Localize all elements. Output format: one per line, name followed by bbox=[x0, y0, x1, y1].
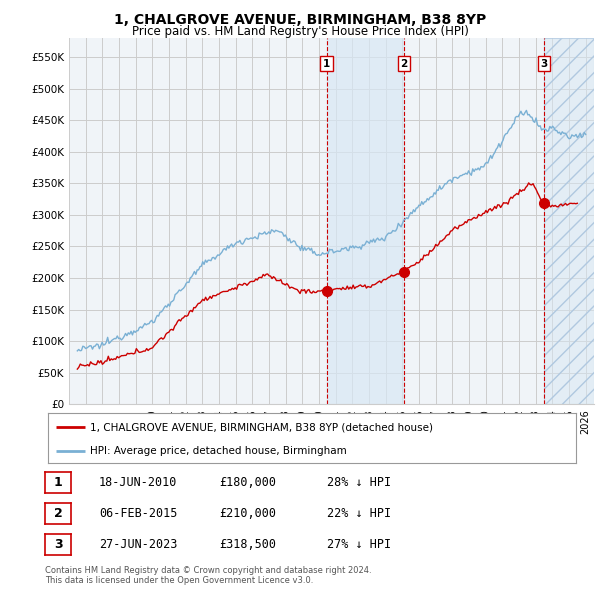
Text: 2: 2 bbox=[400, 58, 407, 68]
Text: 27% ↓ HPI: 27% ↓ HPI bbox=[327, 538, 391, 551]
Text: 18-JUN-2010: 18-JUN-2010 bbox=[99, 476, 178, 489]
Text: 2: 2 bbox=[54, 507, 62, 520]
Text: 28% ↓ HPI: 28% ↓ HPI bbox=[327, 476, 391, 489]
Bar bbox=[544, 38, 594, 404]
Text: £318,500: £318,500 bbox=[219, 538, 276, 551]
Text: 3: 3 bbox=[54, 538, 62, 551]
Text: 3: 3 bbox=[540, 58, 547, 68]
Text: 1: 1 bbox=[54, 476, 62, 489]
Text: Contains HM Land Registry data © Crown copyright and database right 2024.
This d: Contains HM Land Registry data © Crown c… bbox=[45, 566, 371, 585]
Text: 27-JUN-2023: 27-JUN-2023 bbox=[99, 538, 178, 551]
Text: 1, CHALGROVE AVENUE, BIRMINGHAM, B38 8YP (detached house): 1, CHALGROVE AVENUE, BIRMINGHAM, B38 8YP… bbox=[90, 422, 433, 432]
Text: 1: 1 bbox=[323, 58, 330, 68]
Text: HPI: Average price, detached house, Birmingham: HPI: Average price, detached house, Birm… bbox=[90, 445, 347, 455]
Text: Price paid vs. HM Land Registry's House Price Index (HPI): Price paid vs. HM Land Registry's House … bbox=[131, 25, 469, 38]
Text: 1, CHALGROVE AVENUE, BIRMINGHAM, B38 8YP: 1, CHALGROVE AVENUE, BIRMINGHAM, B38 8YP bbox=[114, 13, 486, 27]
Bar bbox=[544, 38, 594, 404]
Text: £180,000: £180,000 bbox=[219, 476, 276, 489]
Bar bbox=[326, 38, 404, 404]
Text: £210,000: £210,000 bbox=[219, 507, 276, 520]
Text: 22% ↓ HPI: 22% ↓ HPI bbox=[327, 507, 391, 520]
Text: 06-FEB-2015: 06-FEB-2015 bbox=[99, 507, 178, 520]
